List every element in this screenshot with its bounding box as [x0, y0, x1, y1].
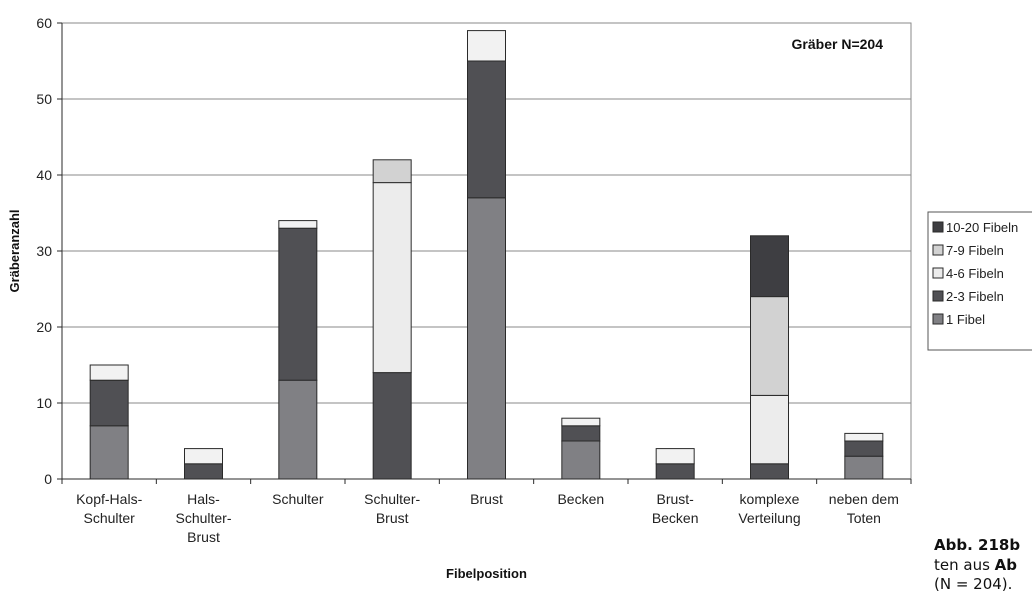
y-tick-label: 40 — [36, 167, 52, 183]
bar-segment — [750, 463, 789, 480]
figure-caption: Abb. 218b ten aus Ab (N = 204). — [934, 536, 1032, 595]
bar-segment — [561, 425, 601, 442]
legend-label: 1 Fibel — [946, 312, 985, 327]
bars — [89, 30, 884, 480]
legend-label: 7-9 Fibeln — [946, 243, 1004, 258]
bar-segment — [750, 296, 789, 396]
legend-label: 4-6 Fibeln — [946, 266, 1004, 281]
legend-label: 10-20 Fibeln — [946, 220, 1018, 235]
legend: 10-20 Fibeln 7-9 Fibeln 4-6 Fibeln 2-3 Fibe… — [927, 211, 1032, 351]
bar-segment — [372, 182, 412, 374]
legend-swatch — [932, 267, 944, 279]
x-tick-label: Brust-Becken — [652, 491, 699, 526]
legend-swatch — [932, 221, 944, 233]
x-tick-label: komplexe Verteilung — [738, 491, 800, 526]
bar-segment — [372, 372, 412, 480]
bar-segment — [89, 364, 129, 381]
caption-line-3: (N = 204). — [934, 575, 1013, 593]
bar-segment — [655, 463, 695, 480]
bar-segment — [89, 425, 129, 480]
legend-swatch — [932, 244, 944, 256]
bar-segment — [655, 448, 695, 465]
bar-segment — [467, 60, 506, 199]
bar-segment — [467, 197, 506, 480]
legend-label: 2-3 Fibeln — [946, 289, 1004, 304]
bar-segment — [372, 159, 412, 184]
bar-segment — [278, 227, 318, 381]
bar-segment — [750, 394, 789, 465]
chart: 0 10 20 30 40 50 60 Kopf-Hals-Schulter Hals-Schu… — [7, 15, 1032, 581]
caption-line-2: ten aus Ab — [934, 555, 1018, 574]
legend-swatch — [932, 313, 944, 325]
x-tick-label: Kopf-Hals-Schulter — [76, 491, 142, 526]
x-tick-label: Schulter — [272, 491, 324, 507]
x-tick-label: neben dem Toten — [829, 491, 899, 526]
bar-segment — [184, 463, 223, 480]
x-tick-label: Becken — [557, 491, 604, 507]
axes — [57, 22, 912, 484]
x-tick-label: Hals-Schulter-Brust — [175, 491, 231, 545]
labels: 0 10 20 30 40 50 60 Kopf-Hals-Schulter Hals-Schu… — [7, 15, 899, 581]
x-tick-label: Schulter-Brust — [364, 491, 420, 526]
x-tick-label: Brust — [470, 491, 503, 507]
y-axis-title: Gräberanzahl — [7, 209, 22, 292]
caption-line-1: Abb. 218b — [934, 536, 1021, 554]
bar-segment — [750, 235, 789, 298]
annotation-graeber-n: Gräber N=204 — [792, 36, 884, 52]
y-tick-label: 30 — [36, 243, 52, 259]
y-tick-label: 20 — [36, 319, 52, 335]
bar-segment — [844, 440, 884, 457]
bar-segment — [561, 417, 601, 427]
bar-segment — [844, 432, 884, 442]
bar-segment — [467, 30, 506, 62]
y-tick-label: 50 — [36, 91, 52, 107]
legend-box — [927, 211, 1032, 351]
bar-segment — [561, 440, 601, 480]
y-tick-label: 10 — [36, 395, 52, 411]
bar-segment — [184, 448, 223, 465]
bar-segment — [844, 455, 884, 480]
x-axis-title: Fibelposition — [446, 566, 527, 581]
bar-segment — [278, 220, 318, 229]
y-tick-label: 0 — [44, 471, 52, 487]
bar-segment — [89, 379, 129, 427]
legend-swatch — [932, 290, 944, 302]
bar-segment — [278, 379, 318, 480]
y-tick-label: 60 — [36, 15, 52, 31]
